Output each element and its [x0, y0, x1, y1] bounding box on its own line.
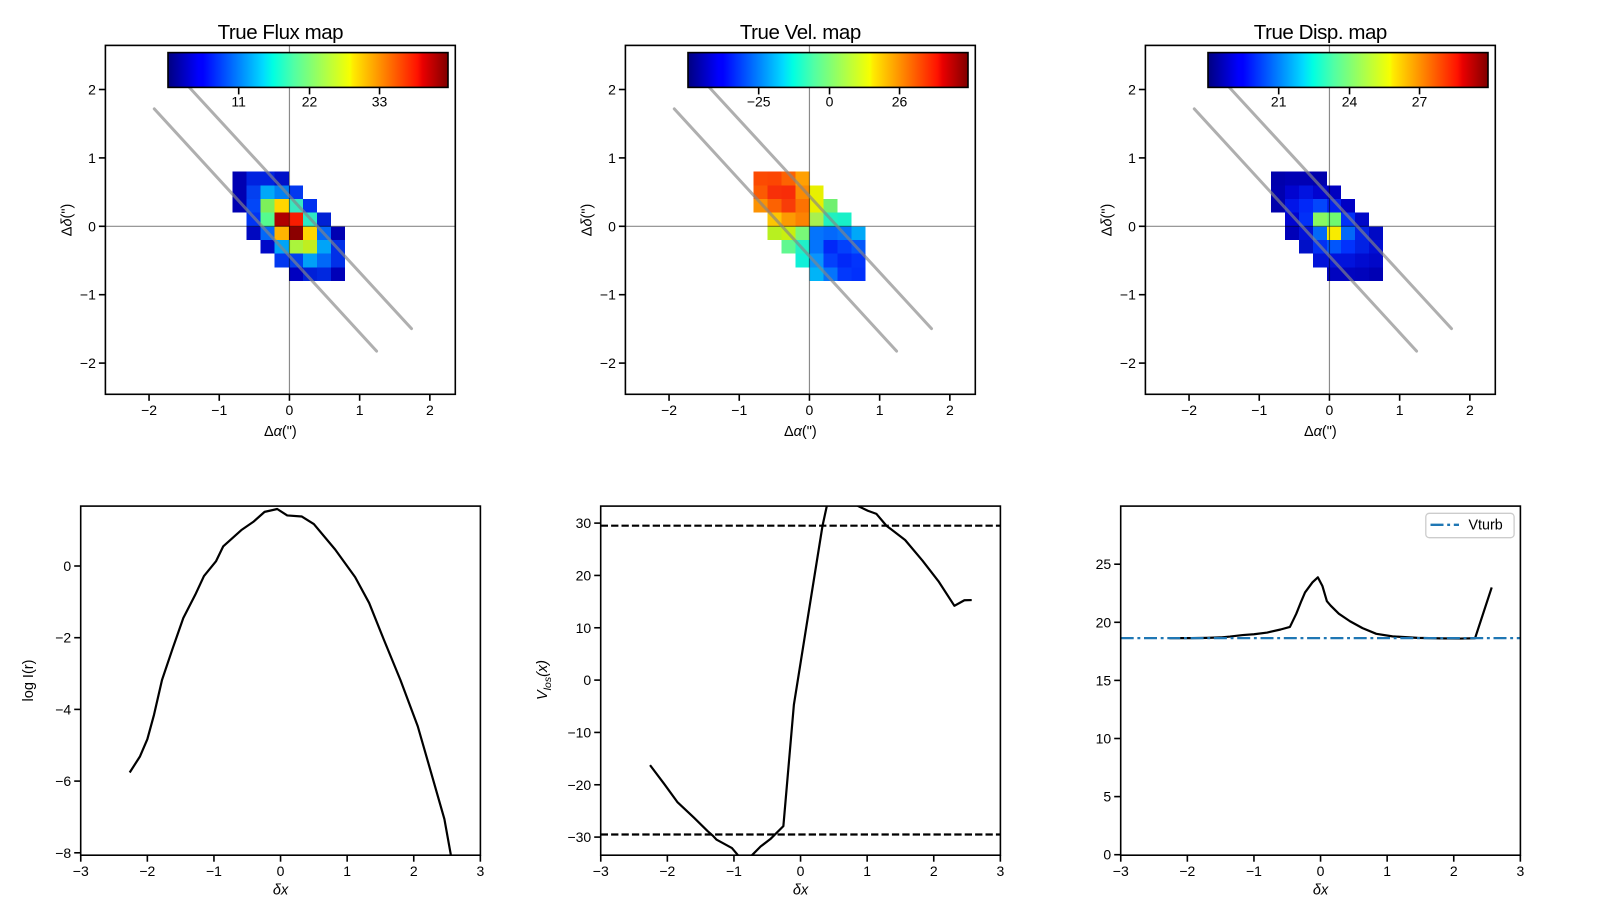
svg-text:1: 1	[356, 402, 364, 418]
svg-text:0: 0	[277, 863, 285, 879]
svg-text:−1: −1	[1120, 287, 1136, 303]
svg-text:δx: δx	[1313, 883, 1329, 899]
svg-text:−1: −1	[726, 863, 742, 879]
svg-text:δx: δx	[273, 883, 289, 899]
svg-text:Vturb: Vturb	[1469, 518, 1503, 534]
svg-text:20: 20	[576, 567, 592, 583]
svg-text:0: 0	[1128, 218, 1136, 234]
svg-text:2: 2	[1128, 82, 1136, 98]
svg-text:−4: −4	[55, 701, 71, 717]
svg-text:Δα("): Δα(")	[1304, 424, 1337, 440]
svg-text:−10: −10	[567, 724, 591, 740]
svg-text:1: 1	[1128, 150, 1136, 166]
svg-text:−1: −1	[80, 287, 96, 303]
svg-text:−3: −3	[1113, 863, 1129, 879]
svg-text:26: 26	[892, 94, 908, 110]
svg-text:0: 0	[286, 402, 294, 418]
svg-text:True Disp. map: True Disp. map	[1254, 21, 1387, 44]
svg-text:−6: −6	[55, 773, 71, 789]
svg-text:2: 2	[1450, 863, 1458, 879]
svg-text:2: 2	[946, 402, 954, 418]
svg-text:2: 2	[930, 863, 938, 879]
svg-text:27: 27	[1412, 94, 1428, 110]
svg-text:0: 0	[826, 94, 834, 110]
svg-text:−2: −2	[139, 863, 155, 879]
svg-text:δx: δx	[793, 883, 809, 899]
svg-text:−1: −1	[731, 402, 747, 418]
svg-text:1: 1	[343, 863, 351, 879]
svg-text:−1: −1	[1251, 402, 1267, 418]
svg-text:True Vel. map: True Vel. map	[740, 21, 861, 44]
svg-text:1: 1	[608, 150, 616, 166]
svg-text:log I(r): log I(r)	[21, 660, 37, 702]
svg-text:3: 3	[1516, 863, 1524, 879]
svg-text:Vlos(x): Vlos(x)	[535, 660, 554, 700]
svg-text:2: 2	[410, 863, 418, 879]
svg-text:Δδ("): Δδ(")	[579, 204, 595, 237]
svg-text:10: 10	[576, 620, 592, 636]
svg-text:−3: −3	[593, 863, 609, 879]
svg-text:1: 1	[88, 150, 96, 166]
svg-text:11: 11	[231, 94, 246, 110]
svg-text:24: 24	[1342, 94, 1358, 110]
svg-text:Δα("): Δα(")	[264, 424, 297, 440]
svg-text:−8: −8	[55, 845, 71, 861]
svg-text:True Flux map: True Flux map	[218, 21, 344, 44]
svg-text:0: 0	[608, 218, 616, 234]
svg-text:−30: −30	[567, 829, 591, 845]
svg-text:3: 3	[476, 863, 484, 879]
svg-text:−1: −1	[211, 402, 227, 418]
svg-text:20: 20	[1096, 614, 1112, 630]
svg-text:0: 0	[583, 672, 591, 688]
svg-text:1: 1	[1396, 402, 1404, 418]
svg-text:Δδ("): Δδ(")	[1099, 204, 1115, 237]
svg-text:21: 21	[1271, 94, 1287, 110]
svg-text:−2: −2	[1179, 863, 1195, 879]
svg-text:−1: −1	[600, 287, 616, 303]
svg-text:Δα("): Δα(")	[784, 424, 817, 440]
svg-text:−2: −2	[659, 863, 675, 879]
svg-text:−2: −2	[1120, 355, 1136, 371]
svg-text:25: 25	[1096, 556, 1112, 572]
svg-text:2: 2	[1466, 402, 1474, 418]
svg-text:5: 5	[1103, 789, 1111, 805]
svg-text:33: 33	[372, 94, 388, 110]
svg-text:22: 22	[302, 94, 318, 110]
svg-text:0: 0	[1326, 402, 1334, 418]
svg-text:10: 10	[1096, 731, 1112, 747]
svg-text:−2: −2	[80, 355, 96, 371]
svg-text:−20: −20	[567, 777, 591, 793]
svg-text:−2: −2	[661, 402, 677, 418]
svg-text:0: 0	[63, 558, 71, 574]
svg-text:−1: −1	[1246, 863, 1262, 879]
svg-text:−2: −2	[600, 355, 616, 371]
svg-text:3: 3	[996, 863, 1004, 879]
svg-text:0: 0	[1317, 863, 1325, 879]
svg-text:0: 0	[88, 218, 96, 234]
svg-text:30: 30	[576, 515, 592, 531]
svg-text:−1: −1	[206, 863, 222, 879]
svg-text:0: 0	[797, 863, 805, 879]
svg-text:−2: −2	[1181, 402, 1197, 418]
svg-text:−3: −3	[73, 863, 89, 879]
svg-text:1: 1	[1383, 863, 1391, 879]
svg-text:0: 0	[1103, 847, 1111, 863]
svg-text:1: 1	[863, 863, 871, 879]
svg-text:15: 15	[1096, 672, 1112, 688]
svg-text:−25: −25	[747, 94, 771, 110]
svg-text:−2: −2	[55, 630, 71, 646]
svg-text:1: 1	[876, 402, 884, 418]
svg-text:2: 2	[426, 402, 434, 418]
svg-text:−2: −2	[141, 402, 157, 418]
svg-text:0: 0	[806, 402, 814, 418]
svg-text:2: 2	[88, 82, 96, 98]
svg-text:Δδ("): Δδ(")	[59, 204, 75, 237]
svg-text:2: 2	[608, 82, 616, 98]
